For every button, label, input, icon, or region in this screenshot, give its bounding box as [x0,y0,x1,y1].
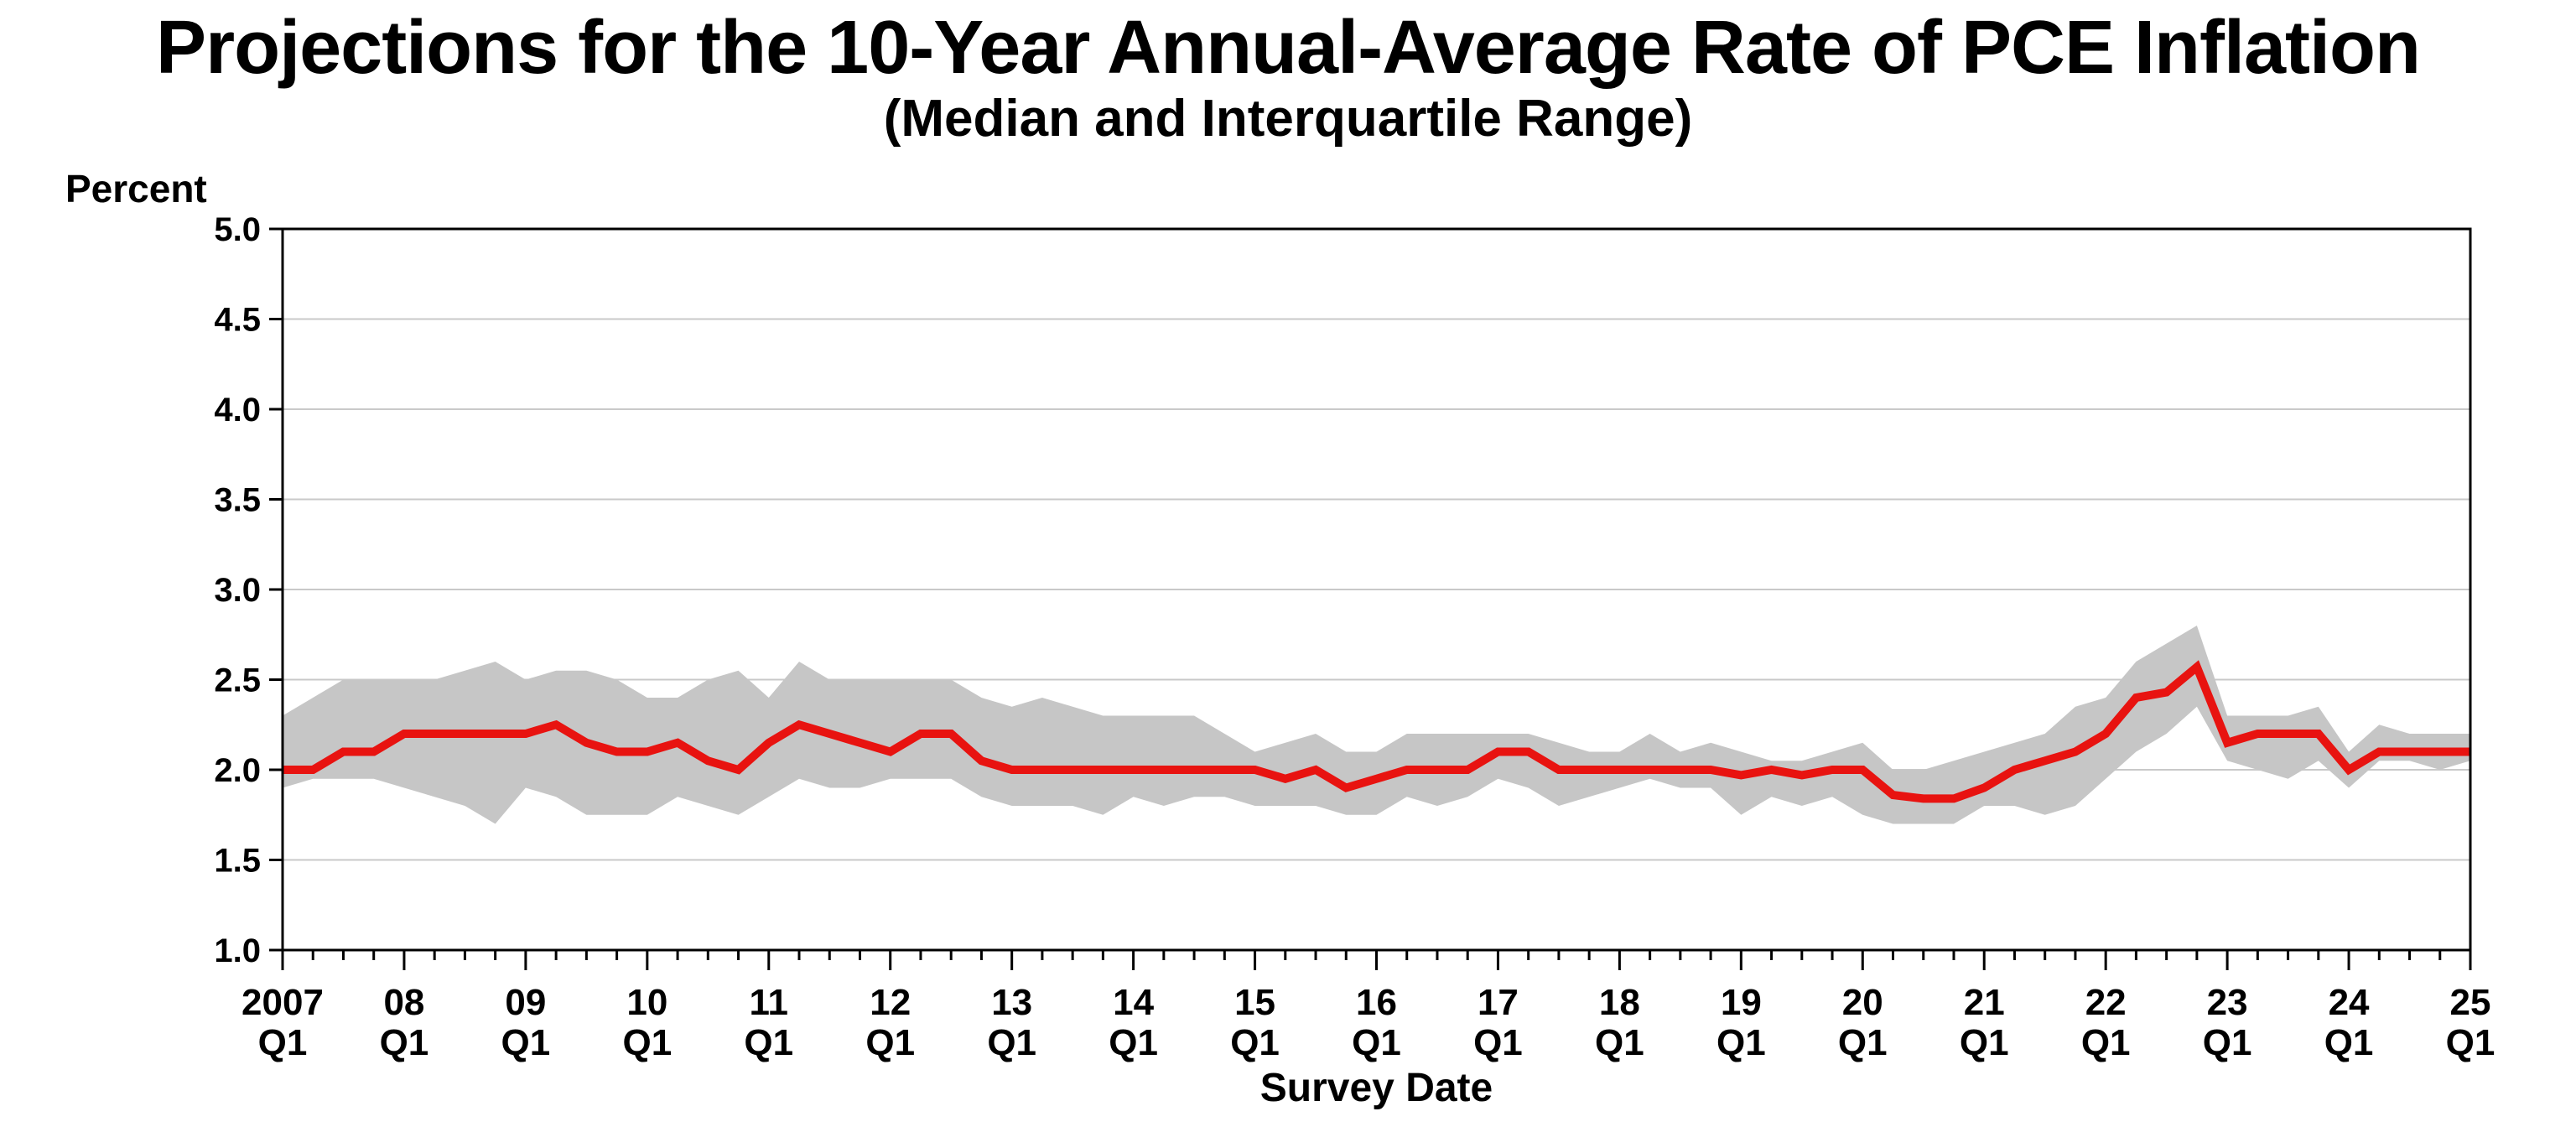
x-tick-year-label: 08 [383,982,424,1023]
x-tick-quarter-label: Q1 [1109,1022,1158,1063]
x-tick-quarter-label: Q1 [987,1022,1036,1063]
x-tick-quarter-label: Q1 [2324,1022,2374,1063]
y-tick-label: 3.0 [214,572,261,609]
y-tick-label: 4.0 [214,392,261,428]
x-tick-year-label: 22 [2085,982,2127,1023]
x-tick-year-label: 10 [626,982,667,1023]
y-tick-label: 5.0 [214,211,261,248]
y-tick-label: 4.5 [214,302,261,339]
x-tick-quarter-label: Q1 [2203,1022,2252,1063]
x-tick-quarter-label: Q1 [2446,1022,2496,1063]
x-tick-quarter-label: Q1 [1838,1022,1888,1063]
chart-title: Projections for the 10-Year Annual-Avera… [156,6,2421,90]
x-tick-year-label: 2007 [242,982,324,1023]
x-axis-label: Survey Date [1259,1066,1493,1110]
y-tick-label: 1.0 [214,932,261,969]
x-tick-year-label: 15 [1234,982,1275,1023]
iqr-band [283,626,2470,824]
y-tick-label: 3.5 [214,482,261,519]
x-tick-year-label: 19 [1721,982,1762,1023]
x-tick-year-label: 17 [1478,982,1519,1023]
x-tick-year-label: 11 [750,982,789,1023]
x-tick-quarter-label: Q1 [622,1022,672,1063]
x-tick-quarter-label: Q1 [1960,1022,2009,1063]
x-tick-year-label: 18 [1599,982,1640,1023]
x-tick-quarter-label: Q1 [501,1022,551,1063]
x-tick-quarter-label: Q1 [258,1022,308,1063]
y-axis-label: Percent [65,167,207,210]
x-tick-year-label: 13 [991,982,1032,1023]
x-tick-year-label: 12 [870,982,911,1023]
x-tick-year-label: 14 [1113,982,1154,1023]
x-tick-quarter-label: Q1 [380,1022,429,1063]
chart-subtitle: (Median and Interquartile Range) [883,90,1693,148]
x-tick-year-label: 16 [1356,982,1397,1023]
x-tick-quarter-label: Q1 [1473,1022,1523,1063]
y-tick-label: 1.5 [214,843,261,880]
x-tick-year-label: 24 [2329,982,2370,1023]
median-line [283,660,2470,803]
x-tick-year-label: 23 [2207,982,2248,1023]
x-tick-quarter-label: Q1 [744,1022,793,1063]
x-tick-year-label: 09 [505,982,546,1023]
y-tick-label: 2.5 [214,662,261,699]
x-tick-quarter-label: Q1 [1352,1022,1401,1063]
x-tick-year-label: 25 [2450,982,2491,1023]
x-tick-quarter-label: Q1 [1716,1022,1766,1063]
x-tick-quarter-label: Q1 [1595,1022,1644,1063]
x-tick-quarter-label: Q1 [1230,1022,1280,1063]
x-tick-quarter-label: Q1 [2081,1022,2131,1063]
x-tick-year-label: 21 [1964,982,2005,1023]
y-tick-label: 2.0 [214,752,261,789]
x-tick-quarter-label: Q1 [865,1022,915,1063]
x-tick-year-label: 20 [1842,982,1883,1023]
